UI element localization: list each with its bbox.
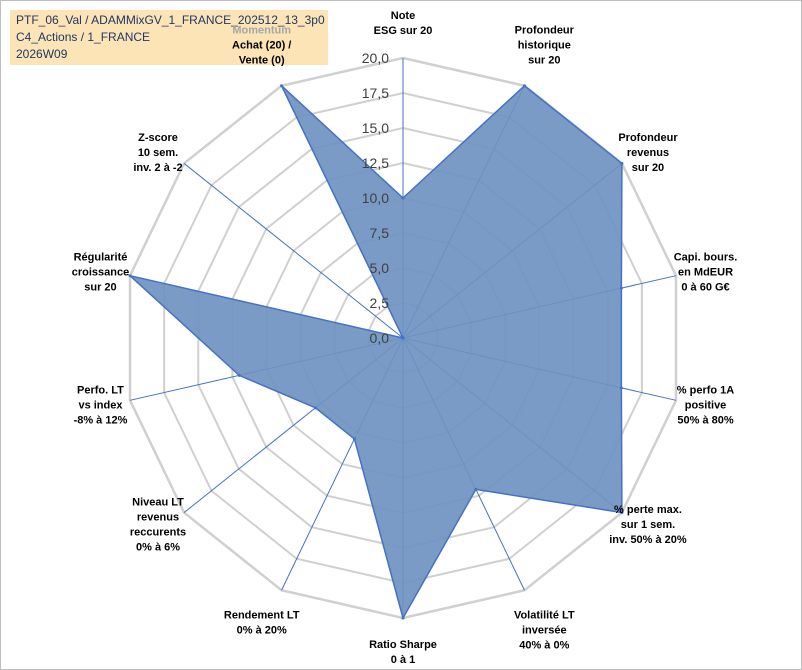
tick-label: 2,5 <box>370 295 390 311</box>
axis-label-line: 0% à 6% <box>136 541 180 553</box>
axis-label-line: Volatilité LT <box>514 609 575 621</box>
axis-label-line: Profondeur <box>618 132 678 144</box>
axis-label-line: -8% à 12% <box>74 414 128 426</box>
tick-label: 15,0 <box>362 120 389 136</box>
axis-label-line: Vente (0) <box>239 55 285 67</box>
axis-label-line: ESG sur 20 <box>374 25 433 37</box>
axis-label-line: 40% à 0% <box>519 639 569 651</box>
series-point <box>619 286 623 290</box>
tick-label: 12,5 <box>362 155 389 171</box>
series-point <box>619 386 623 390</box>
axis-label-line: revenus <box>627 147 669 159</box>
series-point <box>620 511 624 515</box>
axis-label: Régularité croissance sur 20 <box>72 252 129 294</box>
axis-label: Z-score 10 sem. inv. 2 à -2 <box>133 132 182 174</box>
series-point <box>128 274 132 278</box>
axis-label: Note ESG sur 20 <box>374 10 433 37</box>
axis-label-line: 0% à 20% <box>237 624 287 636</box>
axis-label: Profondeur historique sur 20 <box>515 25 575 67</box>
axis-label-line: sur 20 <box>84 282 116 294</box>
axis-label-line: % perfo 1A <box>677 384 735 396</box>
axis-label-line: Niveau LT <box>132 496 184 508</box>
tick-label: 7,5 <box>370 225 390 241</box>
series-point <box>280 84 284 88</box>
axis-spoke <box>183 163 404 339</box>
radial-tick-labels: 0,0 2,5 5,0 7,5 10,0 12,5 15,0 17,5 20,0 <box>362 50 389 346</box>
axis-label: Ratio Sharpe 0 à 1 <box>369 639 437 666</box>
axis-label-line: sur 1 sem. <box>621 519 675 531</box>
series-point <box>401 196 405 200</box>
axis-label-line: historique <box>518 40 571 52</box>
axis-label: Niveau LT revenus reccurents 0% à 6% <box>130 496 186 553</box>
header-category: C4_Actions / 1_FRANCE <box>16 30 151 44</box>
header-portfolio: PTF_06_Val / ADAMMixGV_1_FRANCE_202512_1… <box>16 13 325 27</box>
series-point <box>237 373 241 377</box>
axis-label-line: Momentum <box>232 25 291 37</box>
axis-label-line: 0 à 1 <box>391 654 415 666</box>
axis-labels: Note ESG sur 20 Profondeur historique sur 20… <box>72 10 738 666</box>
axis-label: Volatilité LT inversée 40% à 0% <box>514 609 575 651</box>
tick-label: 10,0 <box>362 190 389 206</box>
axis-label-line: Z-score <box>138 132 178 144</box>
axis-label: % perte max. sur 1 sem. inv. 50% à 20% <box>609 504 687 546</box>
tick-label: 20,0 <box>362 50 389 66</box>
axis-label-line: Perfo. LT <box>77 384 124 396</box>
axis-label-line: Achat (20) / <box>232 40 291 52</box>
axis-label-line: 10 sem. <box>138 147 178 159</box>
axis-label-line: en MdEUR <box>678 267 733 279</box>
axis-label-line: 50% à 80% <box>677 414 733 426</box>
axis-label-line: Ratio Sharpe <box>369 639 437 651</box>
tick-label: 5,0 <box>370 260 390 276</box>
axis-label-line: inversée <box>522 624 567 636</box>
axis-label-line: sur 20 <box>632 162 664 174</box>
axis-label-line: Profondeur <box>515 25 575 37</box>
axis-label-line: inv. 2 à -2 <box>133 162 182 174</box>
axis-label-line: Note <box>391 10 415 22</box>
axis-label-line: revenus <box>137 511 179 523</box>
tick-label: 17,5 <box>362 85 389 101</box>
chart-header: PTF_06_Val / ADAMMixGV_1_FRANCE_202512_1… <box>10 10 328 65</box>
header-week: 2026W09 <box>16 47 68 61</box>
axis-label: Rendement LT 0% à 20% <box>224 609 300 636</box>
axis-label-line: vs index <box>78 399 123 411</box>
series-point <box>522 84 526 88</box>
series-point <box>474 487 478 491</box>
axis-label-line: positive <box>685 399 727 411</box>
axis-label-line: inv. 50% à 20% <box>609 534 687 546</box>
series-point <box>620 161 624 165</box>
axis-label-line: reccurents <box>130 526 186 538</box>
axis-label: Momentum Achat (20) / Vente (0) <box>232 25 291 67</box>
axis-label-line: croissance <box>72 267 129 279</box>
axis-label-line: Capi. bours. <box>674 252 738 264</box>
tick-label: 0,0 <box>370 330 390 346</box>
axis-label-line: Rendement LT <box>224 609 300 621</box>
axis-label: % perfo 1A positive 50% à 80% <box>677 384 735 426</box>
axis-label-line: % perte max. <box>614 504 682 516</box>
series-point <box>401 336 405 340</box>
axis-label-line: sur 20 <box>528 55 560 67</box>
axis-label-line: Régularité <box>74 252 128 264</box>
radar-series <box>127 84 624 620</box>
axis-label: Perfo. LT vs index -8% à 12% <box>74 384 128 426</box>
axis-label: Capi. bours. en MdEUR 0 à 60 G€ <box>674 252 738 294</box>
series-point <box>313 406 317 410</box>
series-point <box>401 616 405 620</box>
axis-label: Profondeur revenus sur 20 <box>618 132 678 174</box>
axis-label-line: 0 à 60 G€ <box>681 282 729 294</box>
series-point <box>352 437 356 441</box>
